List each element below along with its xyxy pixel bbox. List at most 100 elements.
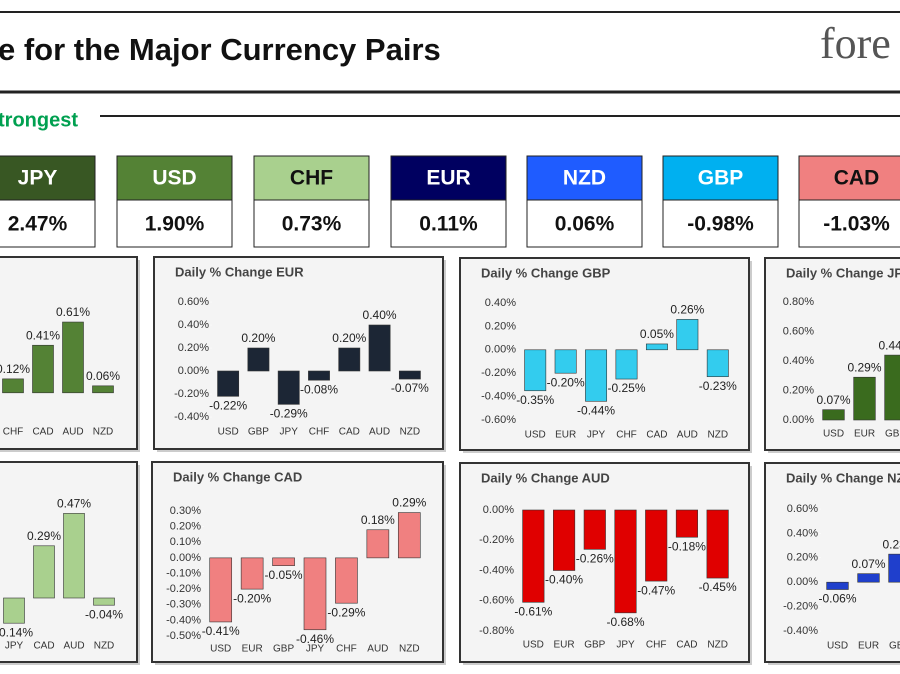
y-tick-label: -0.10% <box>166 567 201 579</box>
x-tick-label: GBP <box>584 640 605 651</box>
x-tick-label: USD <box>523 640 544 651</box>
value-label: 0.06% <box>86 369 120 383</box>
value-label: -0.06% <box>818 592 856 606</box>
x-tick-label: GBP <box>273 644 294 655</box>
x-tick-label: CAD <box>339 427 360 438</box>
value-label: 0.44% <box>878 338 900 352</box>
y-tick-label: -0.60% <box>481 414 516 426</box>
tile-header <box>253 155 370 201</box>
chart: -0.14% JPY 0.29% CAD 0.47% AUD -0.04% NZD <box>0 497 123 652</box>
y-tick-label: 0.00% <box>783 414 814 426</box>
x-tick-label: GBP <box>885 429 900 440</box>
y-tick-label: -0.40% <box>166 614 201 626</box>
y-tick-label: 0.60% <box>178 296 209 308</box>
value-label: -0.05% <box>265 568 303 582</box>
chart-frame <box>459 462 750 663</box>
value-label: 0.41% <box>26 328 60 342</box>
x-tick-label: CHF <box>646 640 667 651</box>
tile-body <box>116 199 233 248</box>
chart: Daily % Change GBP 0.40% 0.20% 0.00% -0.20% -… <box>481 265 737 440</box>
y-tick-label: 0.00% <box>787 576 818 588</box>
value-label: -0.22% <box>209 398 247 412</box>
x-tick-label: NZD <box>93 427 114 438</box>
x-tick-label: EUR <box>554 640 575 651</box>
x-tick-label: EUR <box>858 641 879 652</box>
y-tick-label: 0.00% <box>170 552 201 564</box>
bar <box>706 509 729 579</box>
bar <box>93 597 115 606</box>
bar <box>676 319 699 351</box>
tile-change: -0.98% <box>687 213 754 236</box>
chart: Daily % Change JPY0.80%0.60%0.40%0.20%0.… <box>783 265 900 440</box>
chart-title: Daily % Change CAD <box>173 469 302 484</box>
value-label: -0.35% <box>516 393 554 407</box>
value-label: 0.29% <box>27 529 61 543</box>
bar <box>240 557 264 590</box>
y-tick-label: 0.20% <box>485 320 516 332</box>
bar <box>32 344 54 394</box>
bar <box>826 581 849 590</box>
bar <box>615 349 638 380</box>
chart-frame <box>153 256 444 450</box>
tile-body <box>662 199 779 248</box>
bar <box>583 509 606 550</box>
y-tick-label: 0.40% <box>485 297 516 309</box>
value-label: 0.61% <box>56 305 90 319</box>
tile-body <box>390 199 507 248</box>
y-tick-label: 0.30% <box>170 505 201 517</box>
bar <box>822 409 845 421</box>
bar <box>217 370 240 397</box>
y-tick-label: -0.60% <box>479 595 514 607</box>
y-tick-label: 0.20% <box>170 521 201 533</box>
tile-change: 0.06% <box>555 213 615 236</box>
x-tick-label: NZD <box>400 427 421 438</box>
x-tick-label: AUD <box>62 427 83 438</box>
y-tick-label: 0.40% <box>783 355 814 367</box>
chart: Daily % Change NZD0.60%0.40%0.20%0.00%-0… <box>783 470 900 652</box>
value-label: 0.29% <box>847 360 881 374</box>
value-label: 0.29% <box>392 496 426 510</box>
bar <box>706 349 729 378</box>
bar <box>308 370 330 381</box>
bar <box>524 349 547 392</box>
y-tick-label: -0.20% <box>479 534 514 546</box>
value-label: -0.07% <box>391 381 429 395</box>
value-label: -0.44% <box>577 403 615 417</box>
y-tick-label: -0.50% <box>166 630 201 642</box>
y-tick-label: -0.40% <box>174 411 209 423</box>
y-tick-label: 0.20% <box>178 342 209 354</box>
bar <box>2 378 24 394</box>
x-tick-label: USD <box>827 641 848 652</box>
x-tick-label: CAD <box>32 427 53 438</box>
x-tick-label: NZD <box>94 641 115 652</box>
bar <box>397 512 421 559</box>
value-label: -0.26% <box>576 551 614 565</box>
tile-change: 0.73% <box>282 213 342 236</box>
bar <box>554 349 577 374</box>
y-tick-label: -0.40% <box>783 625 818 637</box>
x-tick-label: JPY <box>280 427 299 438</box>
x-tick-label: USD <box>525 430 546 441</box>
subtitle: trongest <box>0 109 78 131</box>
bar <box>853 376 876 421</box>
bar <box>92 385 114 394</box>
tile-change: -1.03% <box>823 213 890 236</box>
y-tick-label: 0.60% <box>783 325 814 337</box>
y-tick-label: 0.20% <box>783 384 814 396</box>
bar <box>368 324 391 372</box>
x-tick-label: USD <box>823 429 844 440</box>
x-tick-label: CHF <box>3 427 24 438</box>
tile-body <box>0 199 96 248</box>
x-tick-label: CAD <box>646 430 667 441</box>
value-label: -0.47% <box>637 583 675 597</box>
x-tick-label: USD <box>218 427 239 438</box>
value-label: 0.18% <box>361 513 395 527</box>
bar <box>645 509 668 582</box>
chart-frame <box>764 462 900 663</box>
bar <box>645 343 668 351</box>
value-label: -0.25% <box>607 381 645 395</box>
y-tick-label: 0.00% <box>178 365 209 377</box>
x-tick-label: NZD <box>399 644 420 655</box>
chart-frame <box>151 461 444 663</box>
